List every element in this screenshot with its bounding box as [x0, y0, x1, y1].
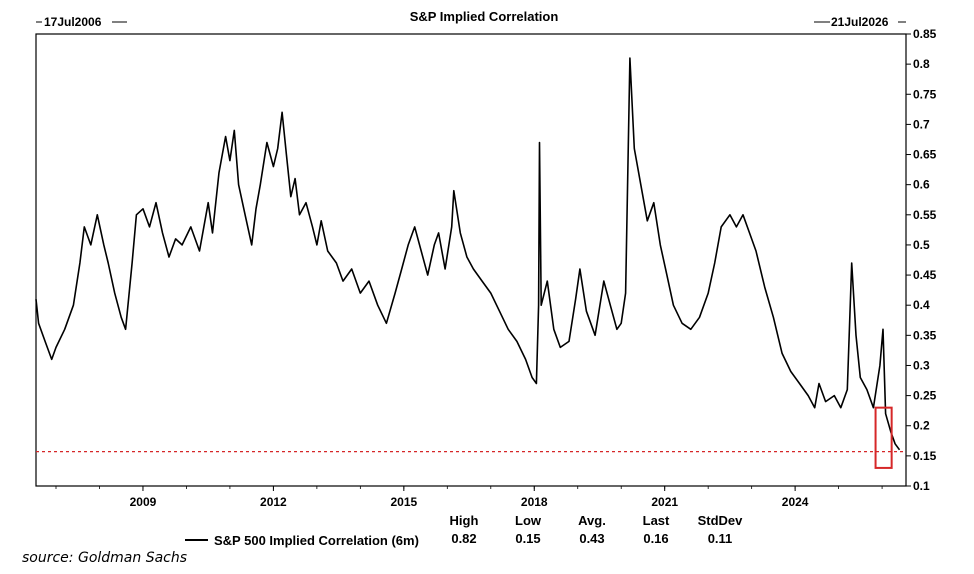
y-tick-label-12: 0.25 — [913, 389, 937, 403]
legend-label: S&P 500 Implied Correlation (6m) — [214, 533, 419, 548]
x-tick-label-2: 2015 — [390, 495, 417, 509]
stat-header-last: Last — [642, 513, 670, 528]
end-date-label: 21Jul2026 — [831, 15, 889, 29]
y-tick-label-9: 0.4 — [913, 298, 930, 312]
y-tick-label-5: 0.6 — [913, 178, 930, 192]
series-line — [35, 57, 901, 451]
y-tick-label-0: 0.85 — [913, 27, 937, 41]
x-tick-label-3: 2018 — [521, 495, 548, 509]
stat-value-low: 0.15 — [515, 531, 541, 546]
y-tick-label-11: 0.3 — [913, 358, 930, 372]
y-tick-label-14: 0.15 — [913, 449, 937, 463]
x-tick-label-5: 2024 — [782, 495, 809, 509]
stat-value-avg: 0.43 — [579, 531, 605, 546]
x-axis: 2009 2012 2015 2018 2021 2024 — [55, 486, 883, 509]
highlight-box — [874, 406, 893, 469]
stat-header-avg: Avg. — [578, 513, 606, 528]
y-tick-label-15: 0.1 — [913, 479, 930, 493]
y-tick-label-7: 0.5 — [913, 238, 930, 252]
y-axis: 0.85 0.8 0.75 0.7 0.65 0.6 0.55 0.5 0.45 0.4 0.35 0… — [906, 27, 937, 493]
x-tick-label-1: 2012 — [260, 495, 287, 509]
y-tick-label-6: 0.55 — [913, 208, 937, 222]
y-tick-label-4: 0.65 — [913, 148, 937, 162]
y-tick-label-13: 0.2 — [913, 419, 930, 433]
y-tick-label-10: 0.35 — [913, 328, 937, 342]
y-tick-label-2: 0.75 — [913, 87, 937, 101]
plot-frame — [35, 33, 907, 487]
stat-value-stddev: 0.11 — [707, 531, 733, 546]
y-tick-label-1: 0.8 — [913, 57, 930, 71]
stat-header-high: High — [449, 513, 479, 528]
x-tick-label-4: 2021 — [651, 495, 678, 509]
x-tick-label-0: 2009 — [130, 495, 157, 509]
y-tick-label-3: 0.7 — [913, 117, 930, 131]
stat-value-last: 0.16 — [643, 531, 669, 546]
source-note: source: Goldman Sachs — [22, 550, 188, 566]
stat-value-high: 0.82 — [451, 531, 477, 546]
stat-header-stddev: StdDev — [697, 513, 743, 528]
stat-header-low: Low — [515, 513, 541, 528]
chart-title: S&P Implied Correlation — [410, 9, 559, 24]
y-tick-label-8: 0.45 — [913, 268, 937, 282]
start-date-label: 17Jul2006 — [44, 15, 102, 29]
